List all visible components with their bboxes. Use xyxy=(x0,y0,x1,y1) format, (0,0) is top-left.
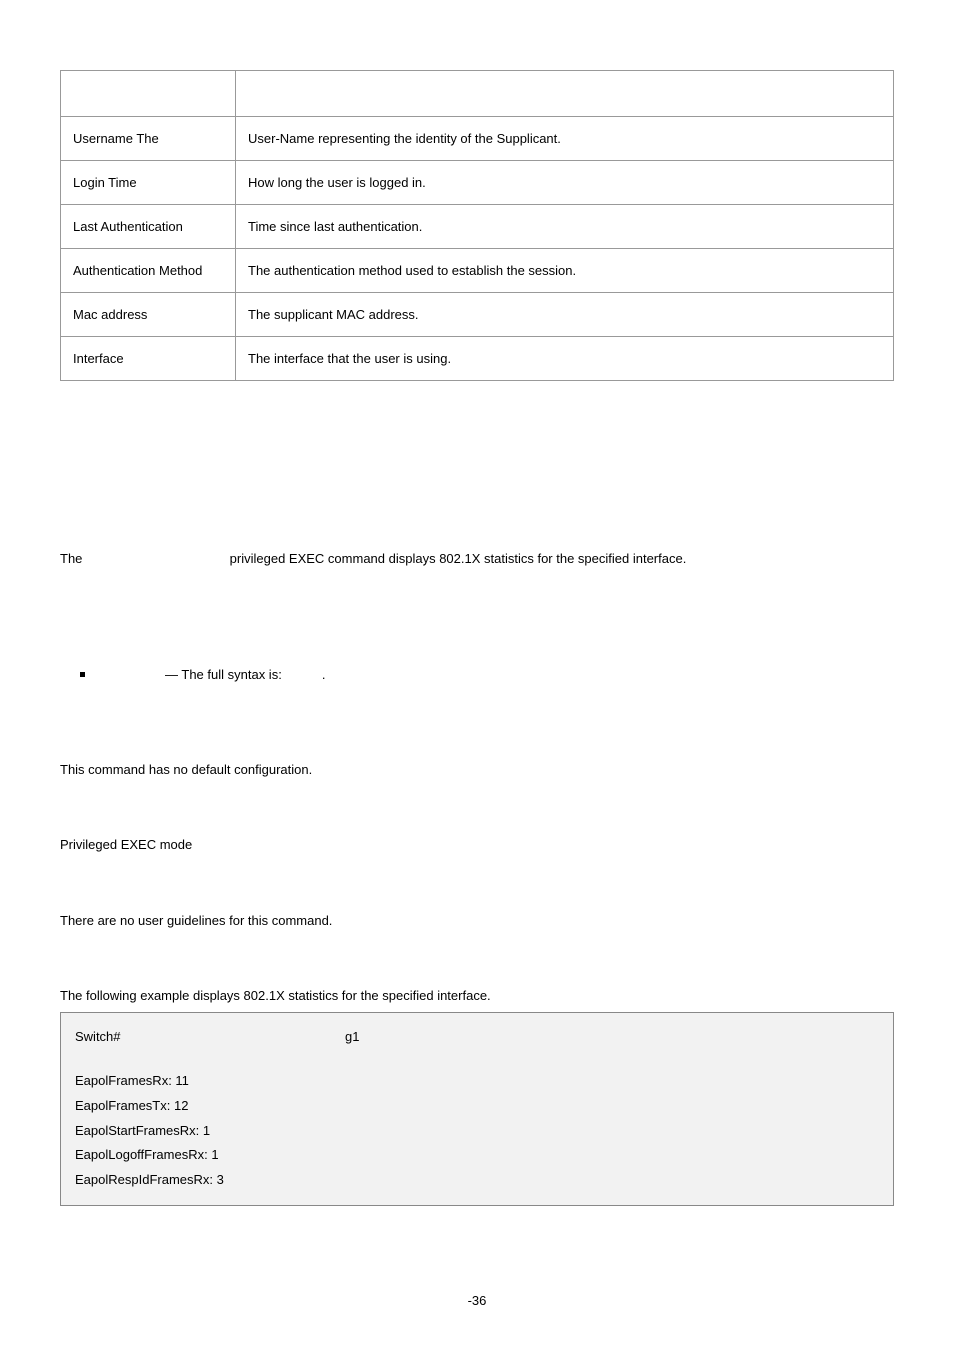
table-header-row xyxy=(61,71,894,117)
field-description-table: Username The User-Name representing the … xyxy=(60,70,894,381)
desc-cell: The authentication method used to establ… xyxy=(236,249,894,293)
code-arg: g1 xyxy=(345,1025,359,1050)
table-row: Last Authentication Time since last auth… xyxy=(61,205,894,249)
syntax-tail: . xyxy=(322,667,326,682)
desc-cell: How long the user is logged in. xyxy=(236,161,894,205)
bullet-icon xyxy=(80,672,85,677)
field-cell: Last Authentication xyxy=(61,205,236,249)
page-number: -36 xyxy=(0,1293,954,1308)
desc-cell: Time since last authentication. xyxy=(236,205,894,249)
code-prompt: Switch# xyxy=(75,1025,345,1050)
intro-suffix: privileged EXEC command displays 802.1X … xyxy=(230,551,687,566)
code-line: EapolLogoffFramesRx: 1 xyxy=(75,1143,879,1168)
table-row: Mac address The supplicant MAC address. xyxy=(61,293,894,337)
field-cell: Authentication Method xyxy=(61,249,236,293)
field-cell: Mac address xyxy=(61,293,236,337)
code-line: EapolRespIdFramesRx: 3 xyxy=(75,1168,879,1193)
desc-cell: The interface that the user is using. xyxy=(236,337,894,381)
code-line: EapolFramesTx: 12 xyxy=(75,1094,879,1119)
field-cell: Username The xyxy=(61,117,236,161)
table-header-cell xyxy=(236,71,894,117)
code-line: EapolStartFramesRx: 1 xyxy=(75,1119,879,1144)
desc-cell: User-Name representing the identity of t… xyxy=(236,117,894,161)
desc-cell: The supplicant MAC address. xyxy=(236,293,894,337)
intro-prefix: The xyxy=(60,551,82,566)
command-intro: The privileged EXEC command displays 802… xyxy=(60,549,894,569)
example-intro-text: The following example displays 802.1X st… xyxy=(60,986,894,1006)
guidelines-text: There are no user guidelines for this co… xyxy=(60,911,894,931)
syntax-bullet: — The full syntax is: . xyxy=(80,667,894,682)
table-row: Login Time How long the user is logged i… xyxy=(61,161,894,205)
table-row: Interface The interface that the user is… xyxy=(61,337,894,381)
field-cell: Login Time xyxy=(61,161,236,205)
code-line: EapolFramesRx: 11 xyxy=(75,1069,879,1094)
command-mode-text: Privileged EXEC mode xyxy=(60,835,894,855)
table-row: Username The User-Name representing the … xyxy=(61,117,894,161)
default-config-text: This command has no default configuratio… xyxy=(60,760,894,780)
table-row: Authentication Method The authentication… xyxy=(61,249,894,293)
syntax-text: — The full syntax is: xyxy=(165,667,282,682)
table-header-cell xyxy=(61,71,236,117)
example-output-box: Switch# g1 EapolFramesRx: 11 EapolFrames… xyxy=(60,1012,894,1206)
field-cell: Interface xyxy=(61,337,236,381)
